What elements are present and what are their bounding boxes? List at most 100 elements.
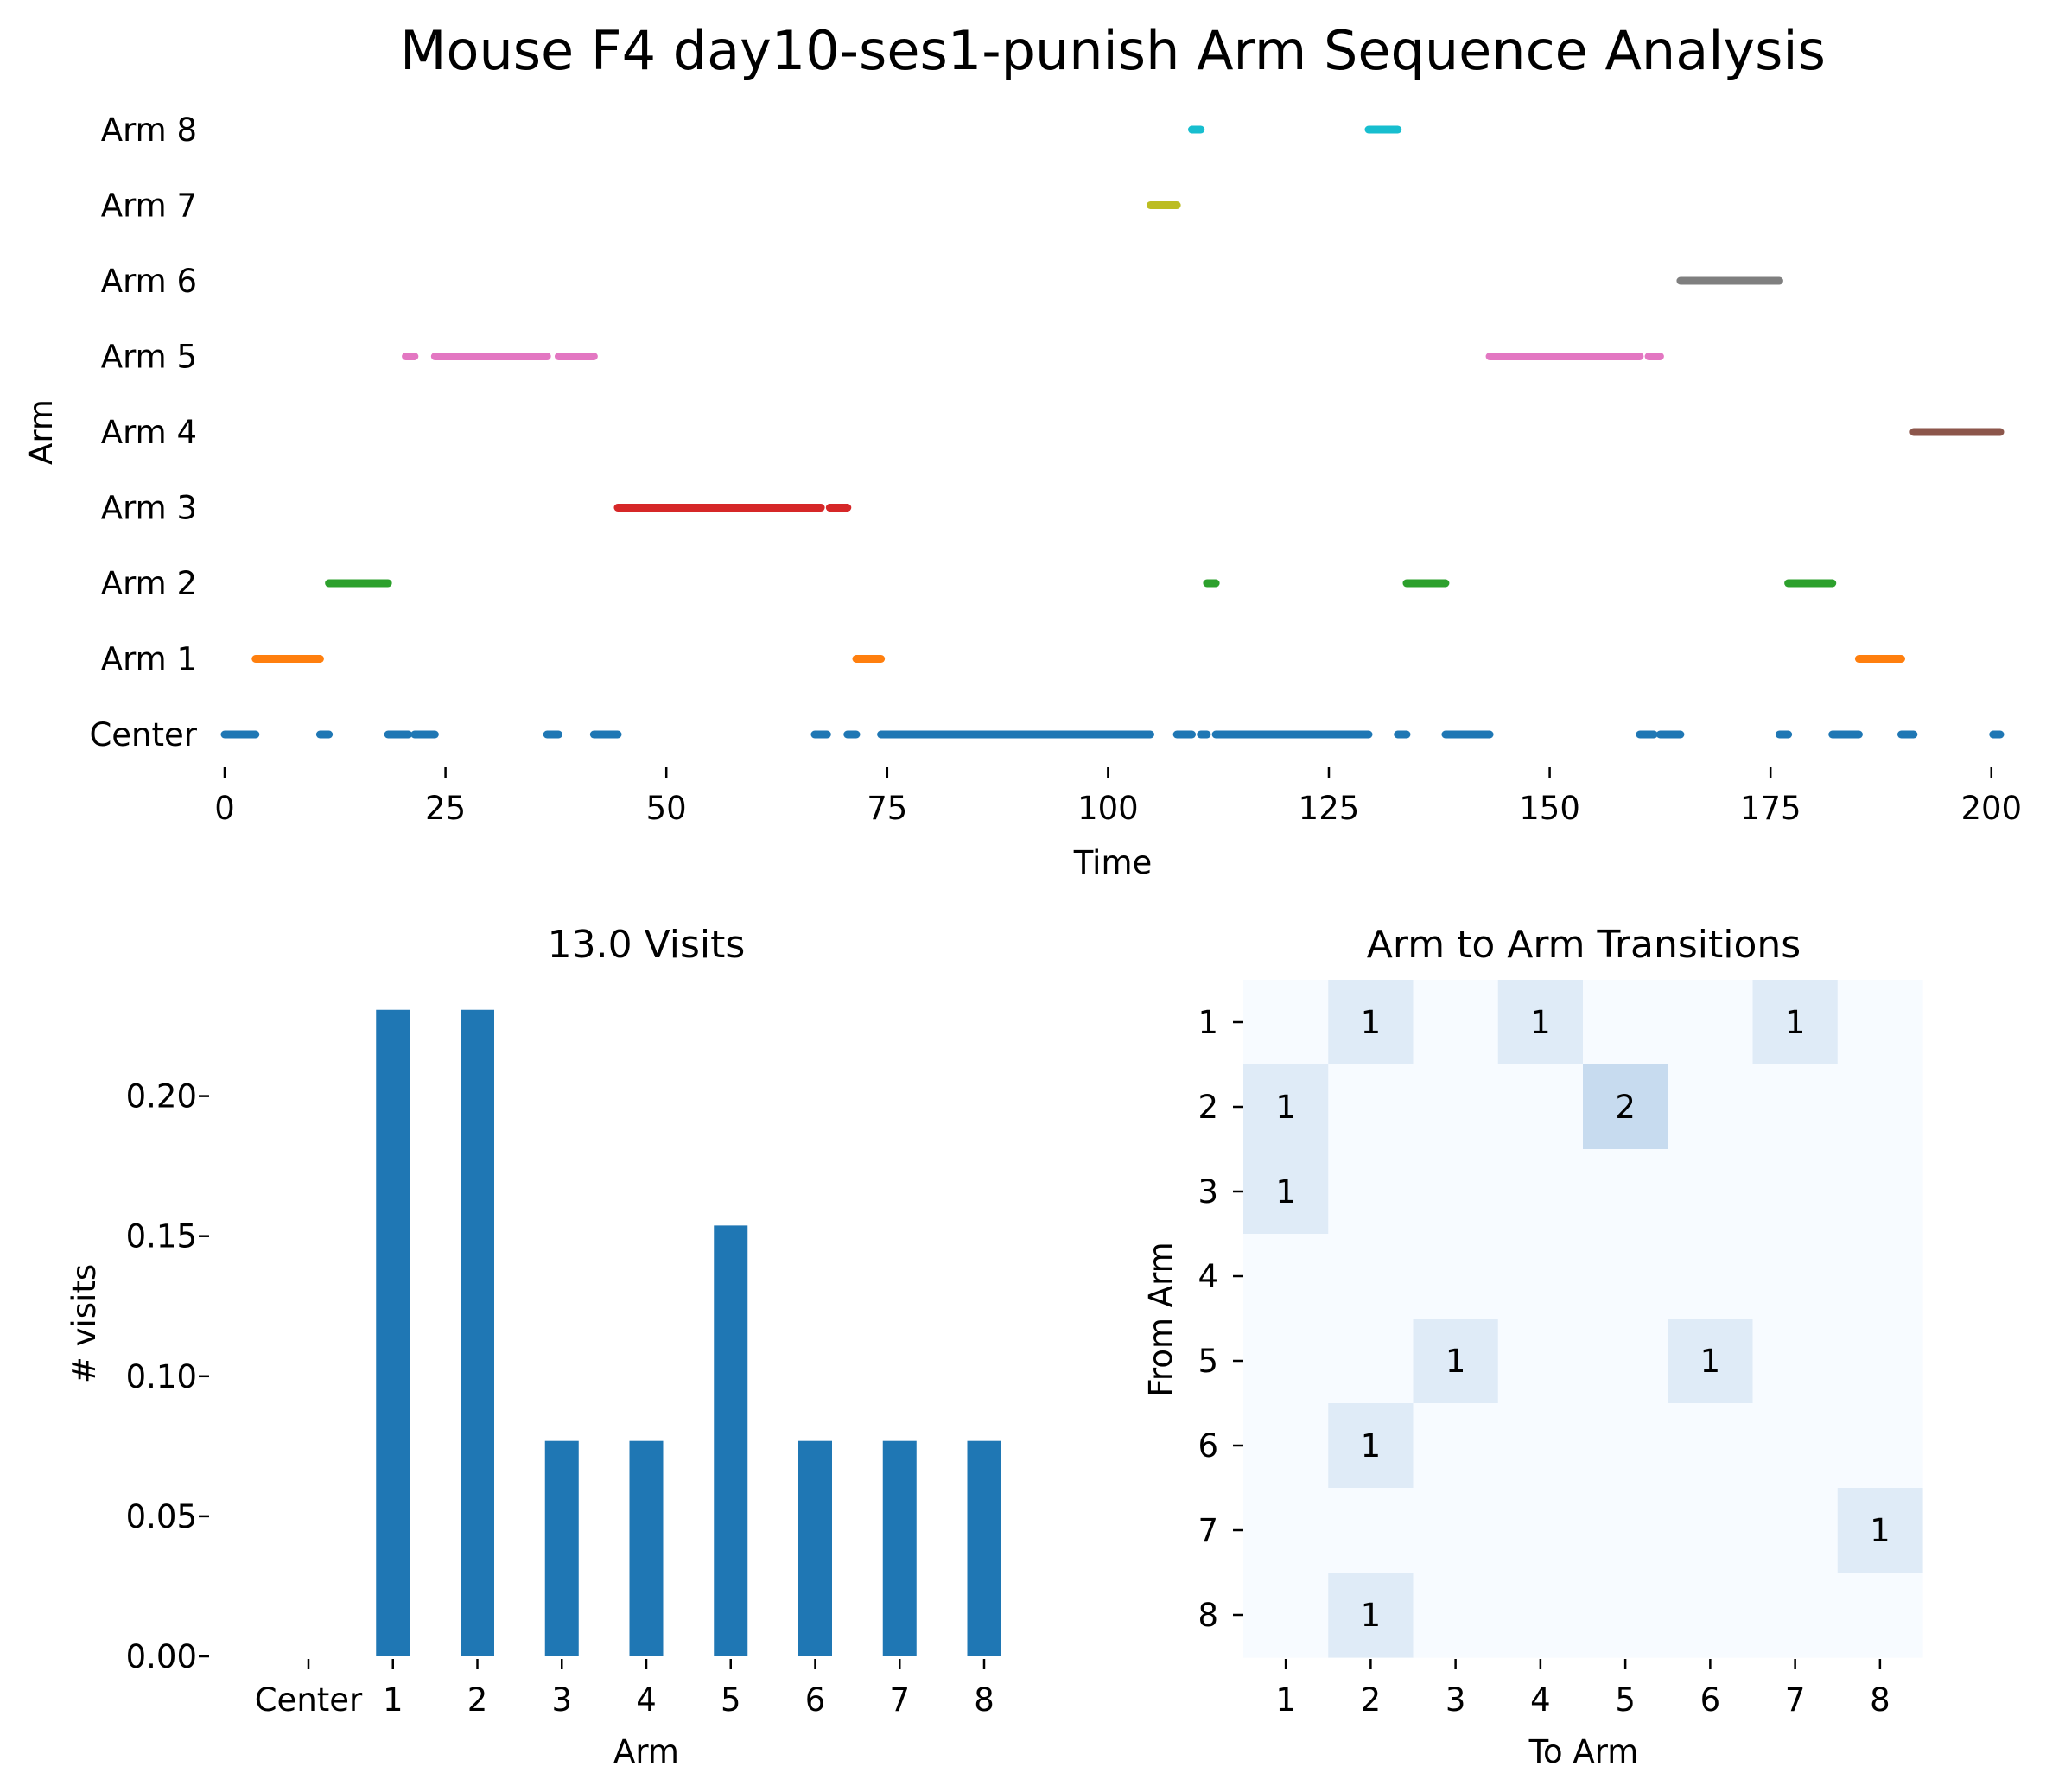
timeline-x-tick-100: 100: [1077, 790, 1139, 827]
heat-cell-2-4: [1497, 1064, 1584, 1150]
heat-cell-6-3: [1413, 1403, 1499, 1489]
heat-cell-6-7: [1752, 1403, 1839, 1489]
heatmap-x-ticks: 1 2 3 4 5 6 7 8: [1275, 1659, 1890, 1719]
heat-cell-6-6: [1668, 1403, 1754, 1489]
heatmap-y-ticks: 1 2 3 4 5 6 7 8: [1198, 1004, 1243, 1634]
heat-cell-8-4: [1497, 1573, 1584, 1658]
heatmap-y-tick-1: 1: [1198, 1004, 1218, 1041]
visits-y-tick-0-05: 0.05: [126, 1498, 197, 1535]
heat-value-6-2: 1: [1361, 1427, 1382, 1465]
visits-x-axis-label: Arm: [613, 1733, 679, 1770]
heat-cell-2-2: [1328, 1064, 1414, 1150]
heat-cell-8-3: [1413, 1573, 1499, 1658]
heat-value-3-1: 1: [1275, 1173, 1296, 1211]
heat-cell-8-6: [1668, 1573, 1754, 1658]
heatmap-y-tick-6: 6: [1198, 1427, 1218, 1465]
timeline-y-tick-arm-3: Arm 3: [101, 490, 197, 527]
visits-x-tick-6: 6: [805, 1681, 826, 1719]
heat-cell-7-6: [1668, 1488, 1754, 1573]
heat-cell-7-7: [1752, 1488, 1839, 1573]
heatmap-y-tick-5: 5: [1198, 1343, 1218, 1380]
visits-y-ticks: 0.00 0.05 0.10 0.15 0.20: [126, 1078, 209, 1675]
visits-bars: [376, 1009, 1001, 1656]
heat-cell-3-8: [1837, 1149, 1923, 1235]
heat-cell-8-8: [1837, 1573, 1923, 1658]
heatmap-y-tick-8: 8: [1198, 1597, 1218, 1634]
heat-cell-5-3: [1413, 1319, 1499, 1404]
timeline-x-tick-125: 125: [1299, 790, 1360, 827]
heat-cell-1-3: [1413, 980, 1499, 1065]
heatmap-x-tick-6: 6: [1700, 1681, 1721, 1719]
heat-cell-8-5: [1583, 1573, 1668, 1658]
timeline-x-ticks: 0 25 50 75 100 125 150 175 200: [214, 767, 2022, 827]
heat-cell-3-4: [1497, 1149, 1584, 1235]
timeline-x-tick-25: 25: [425, 790, 466, 827]
heat-cell-1-4: [1497, 980, 1584, 1065]
heat-value-1-7: 1: [1785, 1004, 1806, 1041]
timeline-x-axis-label: Time: [1073, 844, 1153, 881]
heat-cell-7-3: [1413, 1488, 1499, 1573]
visits-x-tick-center: Center: [255, 1681, 363, 1719]
visits-x-tick-2: 2: [467, 1681, 488, 1719]
heat-cell-7-1: [1243, 1488, 1329, 1573]
heat-cell-2-5: [1583, 1064, 1668, 1150]
visits-x-tick-3: 3: [551, 1681, 572, 1719]
heatmap-x-tick-5: 5: [1615, 1681, 1636, 1719]
heat-cell-1-6: [1668, 980, 1754, 1065]
figure-title: Mouse F4 day10-ses1-punish Arm Sequence …: [400, 19, 1826, 82]
heat-cell-4-7: [1752, 1234, 1839, 1319]
timeline-y-tick-arm-2: Arm 2: [101, 565, 197, 602]
timeline-y-tick-center: Center: [89, 716, 197, 753]
heat-cell-7-5: [1583, 1488, 1668, 1573]
heatmap-y-tick-4: 4: [1198, 1258, 1218, 1295]
heatmap-x-tick-1: 1: [1275, 1681, 1296, 1719]
heat-cell-5-4: [1497, 1319, 1584, 1404]
heat-cell-8-2: [1328, 1573, 1414, 1658]
heat-cell-1-2: [1328, 980, 1414, 1065]
heat-cell-5-8: [1837, 1319, 1923, 1404]
heatmap-x-axis-label: To Arm: [1528, 1733, 1639, 1770]
heat-cell-4-2: [1328, 1234, 1414, 1319]
heatmap-y-tick-7: 7: [1198, 1512, 1218, 1549]
heat-cell-2-8: [1837, 1064, 1923, 1150]
heat-cell-3-2: [1328, 1149, 1414, 1235]
timeline-y-tick-arm-5: Arm 5: [101, 339, 197, 376]
heat-cell-3-7: [1752, 1149, 1839, 1235]
heat-cell-1-1: [1243, 980, 1329, 1065]
visits-y-tick-0-00: 0.00: [126, 1638, 197, 1675]
heatmap-x-tick-7: 7: [1785, 1681, 1806, 1719]
visits-y-tick-0-10: 0.10: [126, 1358, 197, 1395]
timeline-y-tick-arm-6: Arm 6: [101, 263, 197, 300]
visits-x-tick-7: 7: [889, 1681, 910, 1719]
heat-cell-6-4: [1497, 1403, 1584, 1489]
heat-cell-1-5: [1583, 980, 1668, 1065]
heat-cell-6-1: [1243, 1403, 1329, 1489]
visits-y-axis-label: # visits: [66, 1264, 103, 1383]
timeline-panel: Center Arm 1 Arm 2 Arm 3 Arm 4 Arm 5 Arm 6 Arm …: [22, 111, 2022, 881]
visits-y-tick-0-20: 0.20: [126, 1078, 197, 1115]
heat-cell-2-1: [1243, 1064, 1329, 1150]
heat-cell-2-3: [1413, 1064, 1499, 1150]
heat-cell-4-5: [1583, 1234, 1668, 1319]
heat-cell-1-8: [1837, 980, 1923, 1065]
visits-bar-panel: 13.0 Visits 0.00 0.05 0.10 0.15 0.20 Center 1…: [66, 923, 1001, 1770]
timeline-x-tick-150: 150: [1519, 790, 1580, 827]
heat-cell-3-1: [1243, 1149, 1329, 1235]
heat-value-2-1: 1: [1275, 1089, 1296, 1126]
heat-value-1-4: 1: [1530, 1004, 1551, 1041]
heat-cell-6-8: [1837, 1403, 1923, 1489]
heat-cell-5-5: [1583, 1319, 1668, 1404]
heatmap-x-tick-3: 3: [1446, 1681, 1466, 1719]
bar-3: [544, 1440, 579, 1656]
visits-x-tick-8: 8: [974, 1681, 994, 1719]
heat-cell-2-6: [1668, 1064, 1754, 1150]
heat-cell-5-2: [1328, 1319, 1414, 1404]
bar-7: [882, 1440, 917, 1656]
bar-6: [798, 1440, 832, 1656]
heat-value-2-5: 2: [1615, 1089, 1636, 1126]
heat-cell-5-7: [1752, 1319, 1839, 1404]
timeline-y-tick-arm-1: Arm 1: [101, 641, 197, 678]
heat-cell-4-4: [1497, 1234, 1584, 1319]
bar-4: [629, 1440, 664, 1656]
